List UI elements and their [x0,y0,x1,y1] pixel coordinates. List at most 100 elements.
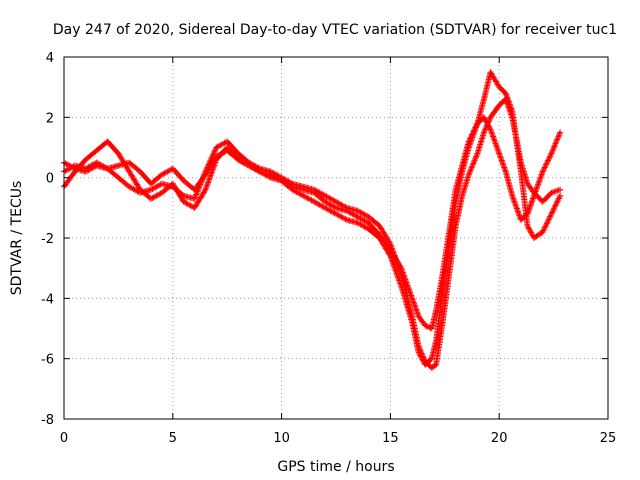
data-point-marker [391,264,398,271]
data-point-marker [491,136,498,143]
data-point-marker [495,149,502,156]
data-point-marker [496,151,503,158]
data-point-marker [402,278,409,285]
data-point-marker [468,132,475,139]
data-point-marker [543,161,550,168]
data-point-marker [538,171,545,178]
data-point-marker [408,292,415,299]
data-point-marker [466,168,473,175]
data-point-marker [515,209,522,216]
data-point-marker [509,194,516,201]
x-tick-label: 25 [600,431,617,446]
data-point-marker [548,210,555,217]
data-point-marker [541,165,548,172]
data-point-marker [192,192,199,199]
data-point-marker [557,186,564,193]
data-point-marker [467,167,474,174]
data-point-marker [493,143,500,150]
data-point-marker [551,188,558,195]
data-point-marker [392,266,399,273]
data-point-marker [486,125,493,132]
data-point-marker [549,147,556,154]
data-point-marker [535,179,542,186]
data-point-marker [468,164,475,171]
data-point-marker [524,209,531,216]
data-point-marker [470,160,477,167]
data-point-marker [288,182,295,189]
data-point-marker [472,156,479,163]
x-axis-label: GPS time / hours [277,459,394,475]
data-point-marker [414,309,421,316]
data-point-marker [554,135,561,142]
data-point-marker [543,160,550,167]
data-point-marker [465,171,472,178]
data-point-marker [414,310,421,317]
data-point-marker [413,306,420,313]
data-point-marker [412,303,419,310]
data-point-marker [516,212,523,219]
data-point-marker [393,270,400,277]
data-point-marker [541,226,548,233]
data-point-marker [504,94,511,101]
data-point-marker [482,126,489,133]
data-point-marker [547,212,554,219]
data-point-marker [397,263,404,270]
data-point-marker [539,228,546,235]
data-point-marker [472,154,479,161]
data-point-marker [541,164,548,171]
data-point-marker [528,201,535,208]
data-point-marker [524,222,531,229]
data-point-marker [531,192,538,199]
data-point-marker [208,170,215,177]
data-point-marker [191,195,198,202]
data-point-marker [503,92,510,99]
data-point-marker [528,229,535,236]
data-point-marker [545,217,552,224]
data-point-marker [193,190,200,197]
data-point-marker [471,125,478,132]
data-point-marker [512,202,519,209]
data-point-marker [499,160,506,167]
data-point-marker [510,195,517,202]
data-point-marker [506,99,513,106]
data-point-marker [471,127,478,134]
data-point-marker [535,181,542,188]
data-point-marker [539,170,546,177]
data-point-marker [497,153,504,160]
data-point-marker [395,276,402,283]
x-tick-label: 5 [169,431,177,446]
data-point-marker [550,144,557,151]
data-point-marker [486,123,493,130]
data-point-marker [206,176,213,183]
data-point-marker [505,97,512,104]
data-point-marker [406,286,413,293]
data-point-marker [494,144,501,151]
data-point-marker [545,216,552,223]
data-point-marker [496,150,503,157]
y-tick-label: -8 [41,413,54,428]
data-point-marker [530,195,537,202]
data-point-marker [471,157,478,164]
data-point-marker [473,153,480,160]
data-point-marker [417,353,424,360]
data-point-marker [204,180,211,187]
data-point-marker [408,293,415,300]
data-point-marker [498,157,505,164]
x-tick-label: 15 [382,431,399,446]
data-point-marker [530,194,537,201]
data-point-marker [542,223,549,230]
data-point-marker [552,188,559,195]
data-point-marker [422,322,429,329]
data-point-marker [514,208,521,215]
data-point-marker [469,130,476,137]
data-point-marker [549,208,556,215]
data-point-marker [553,139,560,146]
data-point-marker [409,295,416,302]
data-point-marker [201,188,208,195]
y-tick-label: 0 [46,172,54,187]
data-point-marker [480,129,487,136]
data-point-marker [514,206,521,213]
data-point-marker [550,146,557,153]
data-point-marker [544,158,551,165]
data-point-marker [553,199,560,206]
